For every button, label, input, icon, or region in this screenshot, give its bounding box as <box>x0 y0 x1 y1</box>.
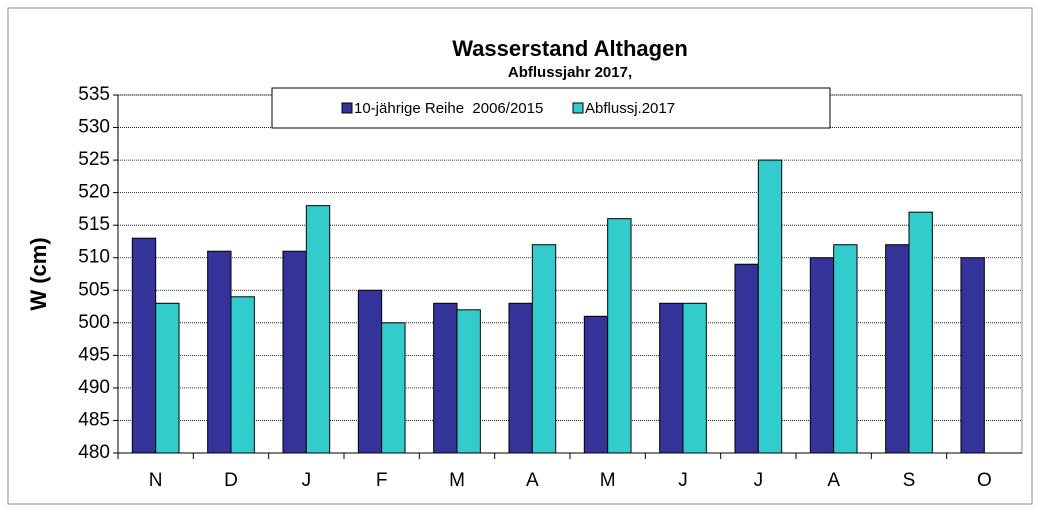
y-axis-label: W (cm) <box>26 237 51 310</box>
bar <box>282 250 307 454</box>
legend-label: 10-jährige Reihe 2006/2015 <box>354 100 543 117</box>
x-tick-label: N <box>149 470 163 491</box>
y-tick-label: 505 <box>78 279 110 300</box>
x-tick-label: J <box>754 470 764 491</box>
legend-swatch <box>572 102 584 114</box>
plot-area <box>117 94 1023 454</box>
y-tick-label: 530 <box>78 117 110 138</box>
bar <box>908 211 933 454</box>
legend-swatch <box>341 102 353 114</box>
y-tick-label: 515 <box>78 214 110 235</box>
legend-label: Abflussj.2017 <box>585 100 675 117</box>
bar <box>833 244 858 454</box>
x-tick-label: A <box>827 470 840 491</box>
bar <box>155 302 180 454</box>
y-tick-label: 520 <box>78 182 110 203</box>
bar <box>207 250 232 454</box>
x-tick-label: M <box>600 470 616 491</box>
y-tick-label: 495 <box>78 344 110 365</box>
bar <box>456 309 481 454</box>
bar <box>230 296 255 454</box>
bar <box>131 237 157 454</box>
chart-title: Wasserstand Althagen <box>452 36 688 61</box>
legend-box <box>271 87 831 129</box>
bar <box>809 257 835 454</box>
x-tick-label: A <box>526 470 539 491</box>
bar <box>885 244 910 454</box>
bar <box>508 302 533 454</box>
bar <box>757 159 783 454</box>
x-tick-label: J <box>678 470 688 491</box>
bar <box>607 218 632 454</box>
bar <box>531 244 557 454</box>
y-tick-label: 525 <box>78 149 110 170</box>
x-tick-label: O <box>977 470 992 491</box>
x-tick-label: M <box>449 470 465 491</box>
x-tick-label: S <box>903 470 916 491</box>
y-tick-label: 500 <box>78 312 110 333</box>
y-tick-label: 485 <box>78 409 110 430</box>
bar <box>659 302 684 454</box>
bar <box>960 257 985 454</box>
x-tick-label: D <box>224 470 238 491</box>
chart-subtitle: Abflussjahr 2017, <box>508 64 632 81</box>
bar <box>433 302 458 454</box>
y-tick-label: 510 <box>78 247 110 268</box>
bar <box>734 263 759 454</box>
bar <box>357 289 383 454</box>
x-tick-label: F <box>376 470 388 491</box>
y-tick-label: 480 <box>78 442 110 463</box>
bar <box>583 315 609 454</box>
bar <box>682 302 707 454</box>
y-tick-label: 490 <box>78 377 110 398</box>
x-tick-label: J <box>302 470 312 491</box>
y-tick-label: 535 <box>78 84 110 105</box>
bar <box>381 322 406 454</box>
bar <box>305 205 331 454</box>
